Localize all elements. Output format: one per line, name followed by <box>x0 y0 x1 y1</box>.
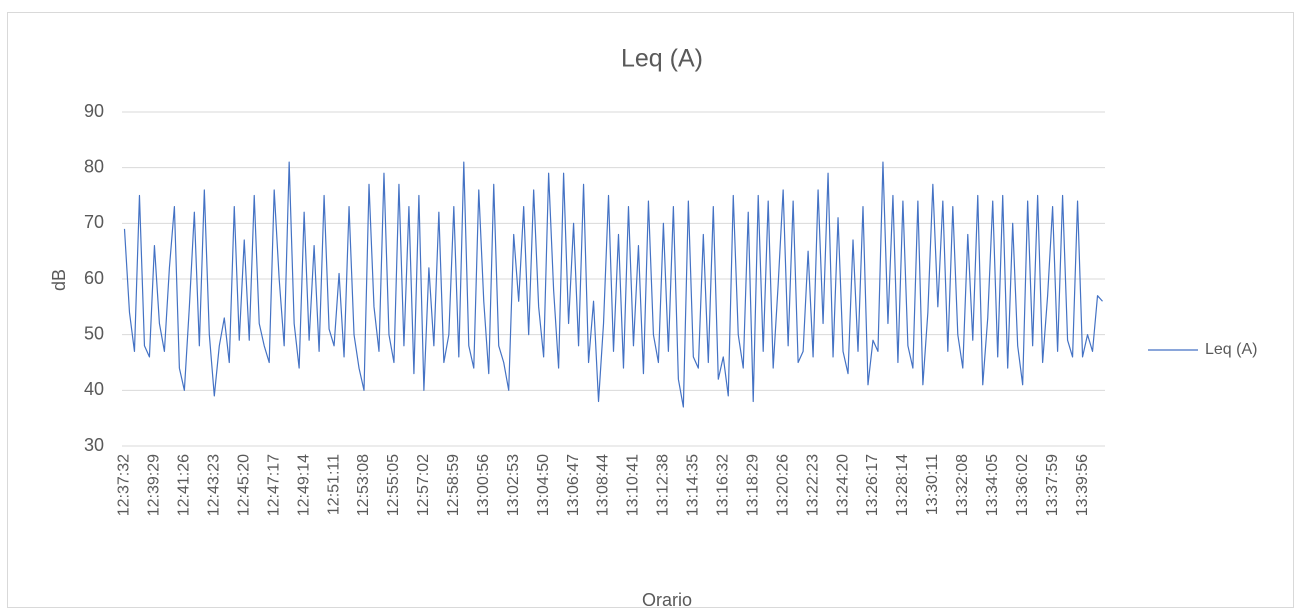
x-tick-label: 13:18:29 <box>744 454 761 516</box>
x-tick-label: 12:58:59 <box>445 454 462 516</box>
x-tick-label: 12:39:29 <box>146 454 163 516</box>
y-tick-label: 80 <box>84 156 104 176</box>
x-tick-label: 13:06:47 <box>565 454 582 516</box>
x-tick-label: 13:34:05 <box>984 454 1001 516</box>
x-tick-label: 13:14:35 <box>685 454 702 516</box>
x-tick-label: 13:16:32 <box>714 454 731 516</box>
x-tick-label: 12:49:14 <box>295 454 312 516</box>
x-tick-label: 12:45:20 <box>235 454 252 516</box>
chart-title: Leq (A) <box>621 45 703 73</box>
x-tick-label: 13:02:53 <box>505 454 522 516</box>
x-tick-label: 12:37:32 <box>116 454 133 516</box>
y-tick-label: 50 <box>84 323 104 343</box>
x-tick-label: 13:04:50 <box>535 454 552 516</box>
y-tick-label: 30 <box>84 435 104 455</box>
x-tick-label: 13:30:11 <box>924 454 941 515</box>
y-tick-label: 90 <box>84 101 104 121</box>
y-axis-label: dB <box>49 269 69 291</box>
x-tick-label: 13:39:56 <box>1074 454 1091 516</box>
x-tick-label: 13:37:59 <box>1044 454 1061 516</box>
y-tick-label: 40 <box>84 379 104 399</box>
x-tick-label: 13:22:23 <box>804 454 821 516</box>
x-tick-label: 13:26:17 <box>864 454 881 516</box>
x-tick-label: 13:28:14 <box>894 454 911 516</box>
x-tick-label: 13:36:02 <box>1014 454 1031 516</box>
x-tick-label: 12:47:17 <box>265 454 282 516</box>
x-tick-label: 12:55:05 <box>385 454 402 516</box>
data-line <box>123 161 1103 408</box>
legend-label: Leq (A) <box>1205 341 1257 358</box>
x-tick-label: 12:57:02 <box>415 454 432 516</box>
x-tick-label: 13:10:41 <box>625 454 642 516</box>
x-tick-label: 12:53:08 <box>355 454 372 516</box>
x-tick-label: 12:51:11 <box>325 454 342 515</box>
x-tick-label: 13:00:56 <box>475 454 492 516</box>
x-tick-label: 13:32:08 <box>954 454 971 516</box>
x-tick-label: 13:24:20 <box>834 454 851 516</box>
x-tick-label: 12:41:26 <box>176 454 193 516</box>
x-tick-label: 12:43:23 <box>206 454 223 516</box>
x-axis-label: Orario <box>642 590 692 610</box>
y-tick-label: 70 <box>84 212 104 232</box>
x-tick-label: 13:20:26 <box>774 454 791 516</box>
x-tick-label: 13:08:44 <box>595 454 612 516</box>
x-tick-label: 13:12:38 <box>655 454 672 516</box>
y-tick-label: 60 <box>84 268 104 288</box>
